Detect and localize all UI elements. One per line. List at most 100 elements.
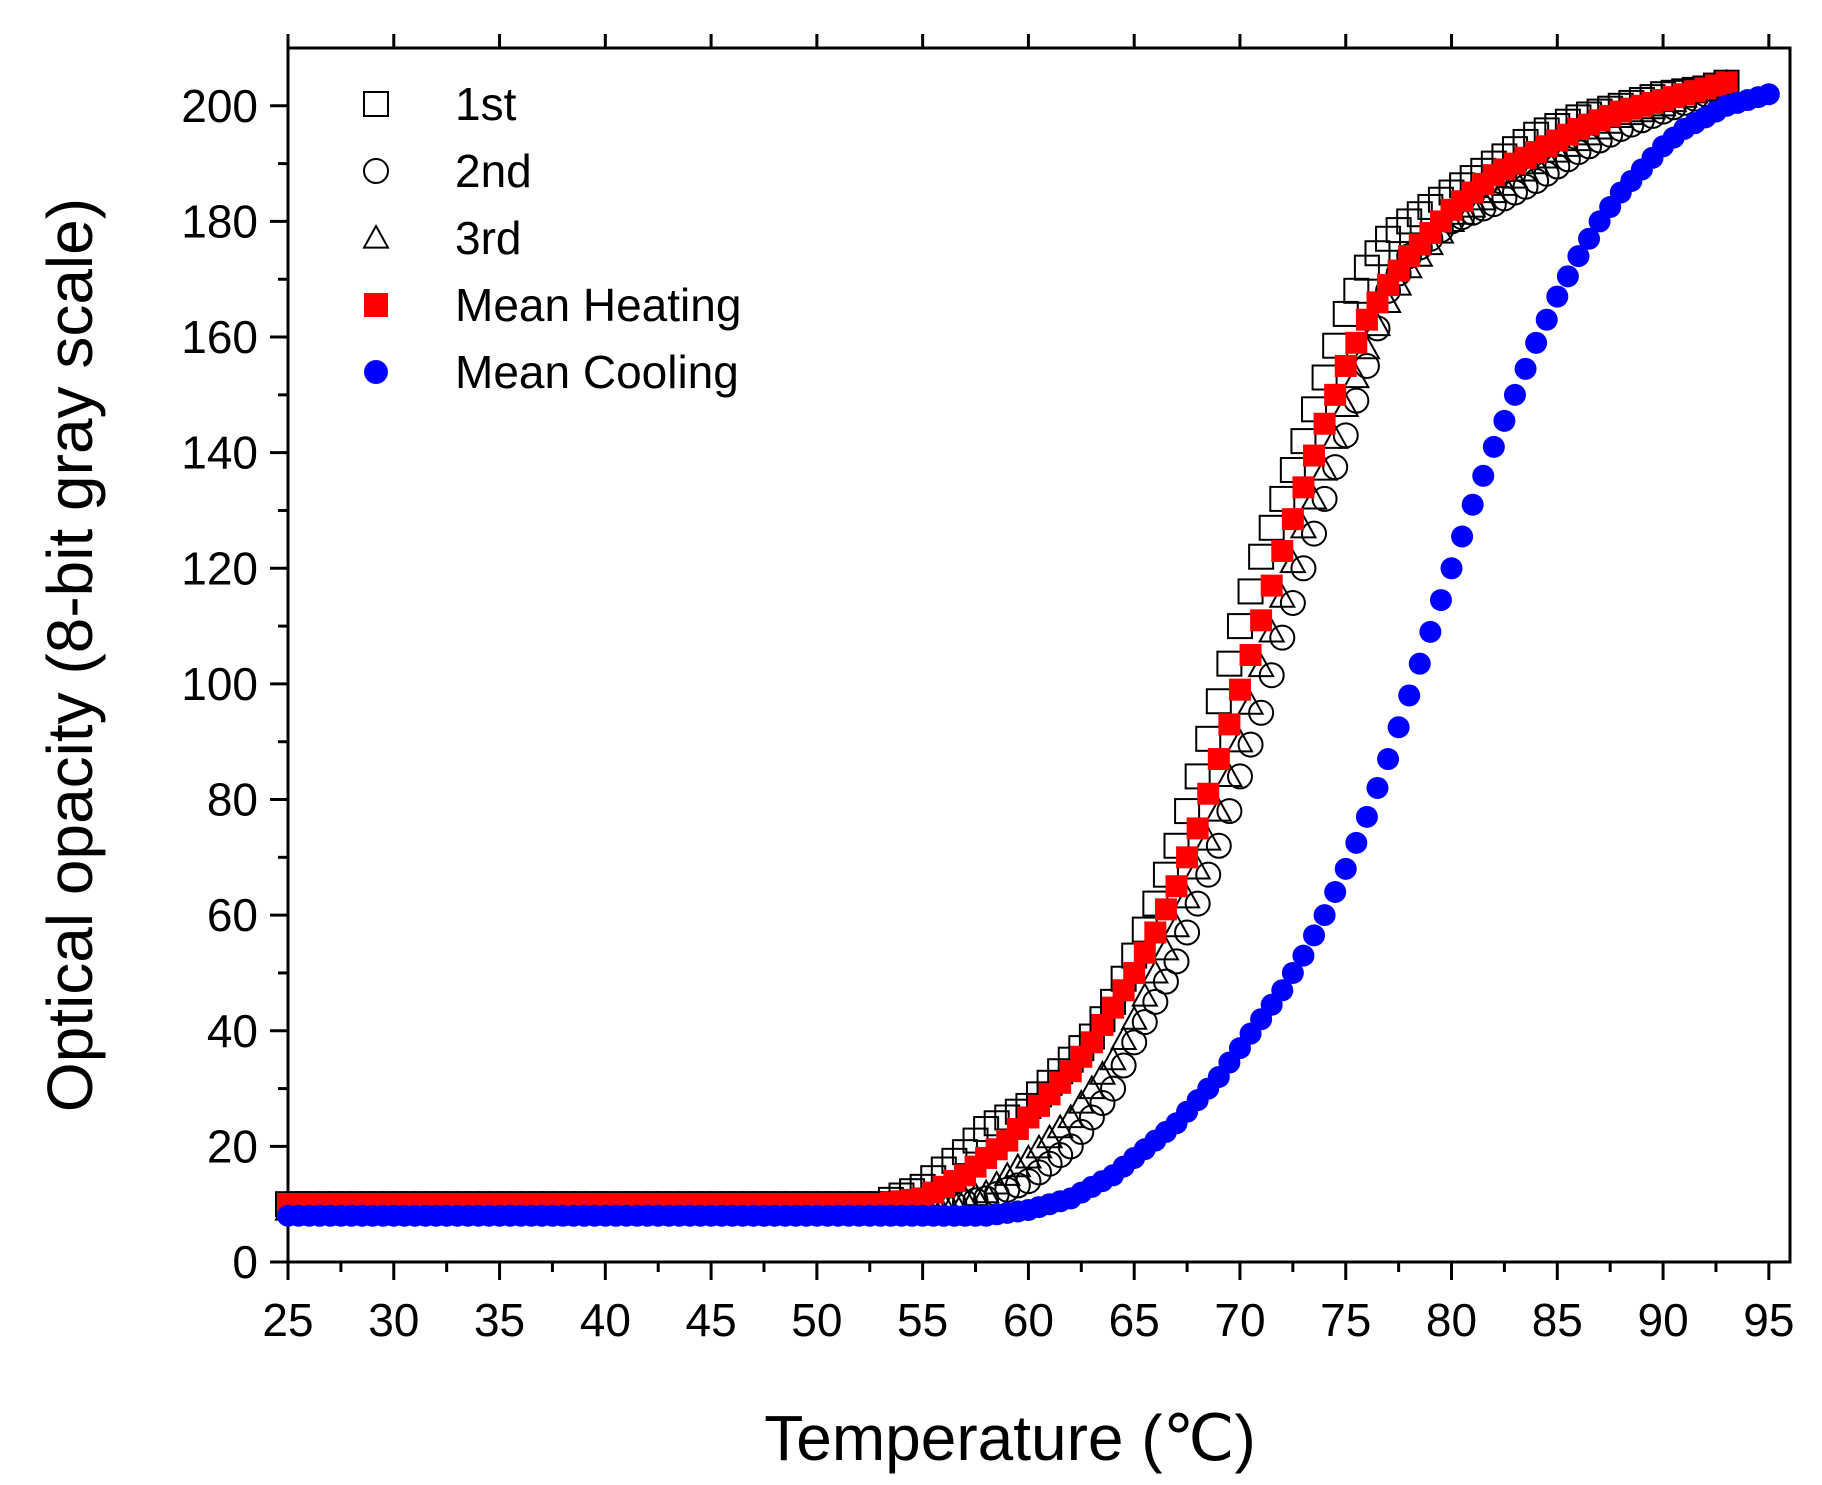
data-point bbox=[1089, 1090, 1116, 1117]
data-point bbox=[1142, 988, 1169, 1015]
data-point bbox=[1313, 412, 1336, 435]
data-point bbox=[1429, 589, 1452, 612]
data-point bbox=[1226, 613, 1253, 640]
data-point bbox=[1236, 690, 1265, 715]
data-point bbox=[1228, 678, 1251, 701]
data-point bbox=[1112, 979, 1135, 1002]
legend-label: Mean Heating bbox=[455, 279, 741, 331]
data-point bbox=[1152, 935, 1180, 961]
data-point bbox=[1226, 727, 1254, 753]
data-point bbox=[1102, 996, 1125, 1019]
legend-item: 1st bbox=[363, 78, 517, 130]
data-point bbox=[1303, 924, 1326, 947]
y-tick-label: 100 bbox=[181, 658, 258, 710]
y-tick-label: 20 bbox=[207, 1120, 258, 1172]
data-point bbox=[1514, 357, 1537, 380]
data-point bbox=[1387, 716, 1410, 739]
y-axis-tick-labels: 0 20 40 60 80 100 120 140 160 180 200 bbox=[181, 80, 258, 1288]
data-point bbox=[1131, 1009, 1158, 1036]
data-point bbox=[1216, 798, 1243, 825]
legend-marker bbox=[364, 360, 388, 384]
data-point bbox=[1237, 578, 1264, 605]
y-tick-label: 180 bbox=[181, 195, 258, 247]
data-point bbox=[1567, 245, 1590, 268]
y-tick-label: 120 bbox=[181, 542, 258, 594]
data-point bbox=[1121, 1029, 1148, 1056]
data-point bbox=[1205, 832, 1232, 859]
data-point bbox=[1332, 300, 1359, 327]
data-point bbox=[1366, 291, 1389, 314]
data-point bbox=[1343, 387, 1370, 414]
data-point bbox=[1186, 817, 1209, 840]
plot-frame bbox=[286, 46, 1792, 1264]
legend-label: 1st bbox=[455, 78, 517, 130]
data-point bbox=[1385, 217, 1412, 244]
data-point bbox=[1279, 589, 1306, 616]
data-point bbox=[1546, 285, 1569, 308]
data-point bbox=[1088, 1060, 1117, 1085]
series-mean-cooling bbox=[277, 83, 1780, 1227]
series-layer bbox=[274, 68, 1780, 1227]
data-point bbox=[1162, 912, 1191, 938]
data-point bbox=[1310, 455, 1339, 481]
data-point bbox=[1123, 961, 1146, 984]
x-tick-label: 40 bbox=[580, 1294, 631, 1346]
data-point bbox=[1195, 861, 1222, 888]
data-point bbox=[1184, 890, 1211, 917]
data-point bbox=[1334, 354, 1357, 377]
y-tick-label: 40 bbox=[207, 1005, 258, 1057]
data-point bbox=[1419, 620, 1442, 643]
data-point bbox=[1301, 520, 1328, 547]
data-point bbox=[1207, 748, 1230, 771]
data-point bbox=[1239, 644, 1262, 666]
data-point bbox=[1313, 904, 1336, 927]
data-point bbox=[1375, 225, 1402, 252]
data-point bbox=[1556, 265, 1579, 288]
y-tick-label: 160 bbox=[181, 311, 258, 363]
data-point bbox=[1080, 1031, 1103, 1054]
data-point bbox=[1216, 650, 1243, 677]
data-point bbox=[1248, 543, 1275, 570]
data-point bbox=[1215, 762, 1244, 787]
legend-marker bbox=[363, 91, 389, 117]
data-point bbox=[1398, 684, 1421, 707]
x-axis-ticks bbox=[286, 34, 1771, 1280]
x-tick-label: 95 bbox=[1743, 1294, 1794, 1346]
data-point bbox=[1057, 1103, 1085, 1129]
data-point bbox=[1303, 444, 1326, 467]
data-point bbox=[1197, 782, 1220, 805]
data-point bbox=[1078, 1074, 1106, 1100]
data-point bbox=[1109, 1025, 1138, 1051]
x-tick-label: 55 bbox=[897, 1294, 948, 1346]
data-point bbox=[1205, 797, 1233, 822]
legend-label: 2nd bbox=[455, 145, 532, 197]
data-point bbox=[1237, 731, 1264, 758]
data-point bbox=[1269, 624, 1296, 651]
data-point bbox=[1176, 846, 1199, 869]
data-point bbox=[1482, 435, 1505, 458]
data-point bbox=[1205, 688, 1232, 715]
x-tick-label: 50 bbox=[791, 1294, 842, 1346]
x-tick-label: 75 bbox=[1320, 1294, 1371, 1346]
x-tick-label: 30 bbox=[368, 1294, 419, 1346]
data-point bbox=[1271, 539, 1294, 562]
data-point bbox=[1324, 881, 1347, 904]
data-point bbox=[1345, 331, 1368, 354]
x-tick-label: 70 bbox=[1214, 1294, 1265, 1346]
data-point bbox=[1250, 609, 1273, 632]
data-point bbox=[1322, 332, 1349, 359]
data-point bbox=[1120, 1005, 1148, 1030]
legend-item: 3rd bbox=[362, 212, 521, 264]
data-point bbox=[1131, 982, 1159, 1007]
x-tick-label: 65 bbox=[1109, 1294, 1160, 1346]
legend-label: 3rd bbox=[455, 212, 521, 264]
data-point bbox=[993, 1161, 1021, 1186]
data-point bbox=[1281, 961, 1304, 984]
data-point bbox=[1226, 763, 1253, 790]
data-point bbox=[1078, 1104, 1105, 1131]
data-point bbox=[1281, 508, 1304, 531]
data-point bbox=[1292, 944, 1315, 967]
data-point bbox=[1353, 254, 1380, 281]
